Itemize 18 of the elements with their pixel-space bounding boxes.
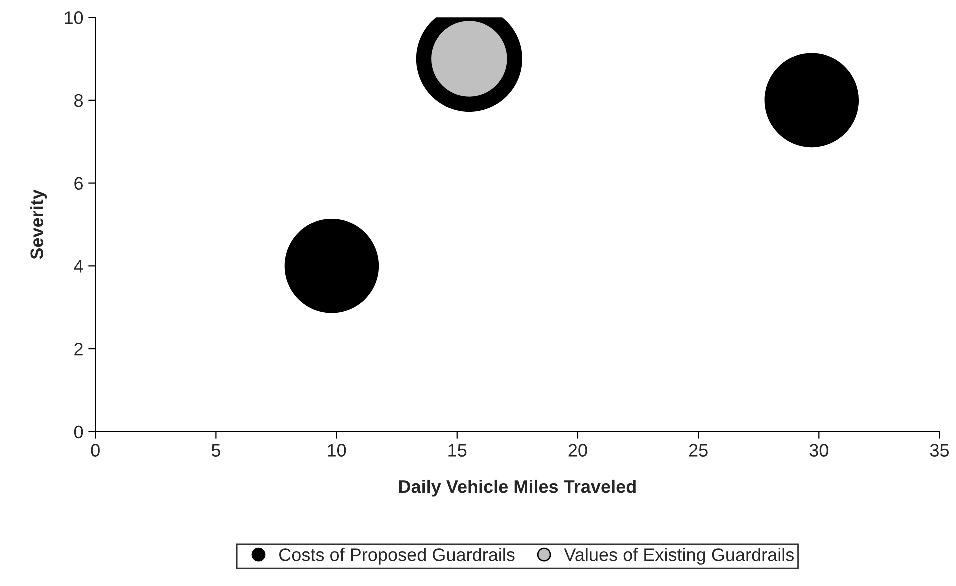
y-tick-label: 0 [74, 426, 84, 439]
y-tick-label: 6 [74, 177, 83, 190]
x-tick-label: 25 [689, 444, 708, 457]
x-tick-label: 10 [328, 444, 346, 457]
y-tick-label: 10 [65, 12, 84, 24]
x-tick-label: 0 [91, 444, 100, 457]
x-tick-label: 5 [212, 444, 220, 457]
x-tick-label: 30 [810, 444, 828, 457]
y-tick-label: 2 [74, 342, 83, 356]
y-tick-label: 8 [74, 94, 84, 108]
x-axis-title: Daily Vehicle Miles Traveled [399, 480, 636, 497]
x-tick-label: 15 [448, 444, 467, 457]
y-tick-label: 4 [74, 260, 84, 273]
x-tick-label: 20 [568, 444, 588, 457]
legend-label: Costs of Proposed Guardrails [280, 548, 515, 565]
x-tick-label: 35 [930, 444, 950, 457]
y-axis-title: Severity [30, 190, 48, 260]
legend-label: Values of Existing Guardrails [564, 548, 794, 565]
